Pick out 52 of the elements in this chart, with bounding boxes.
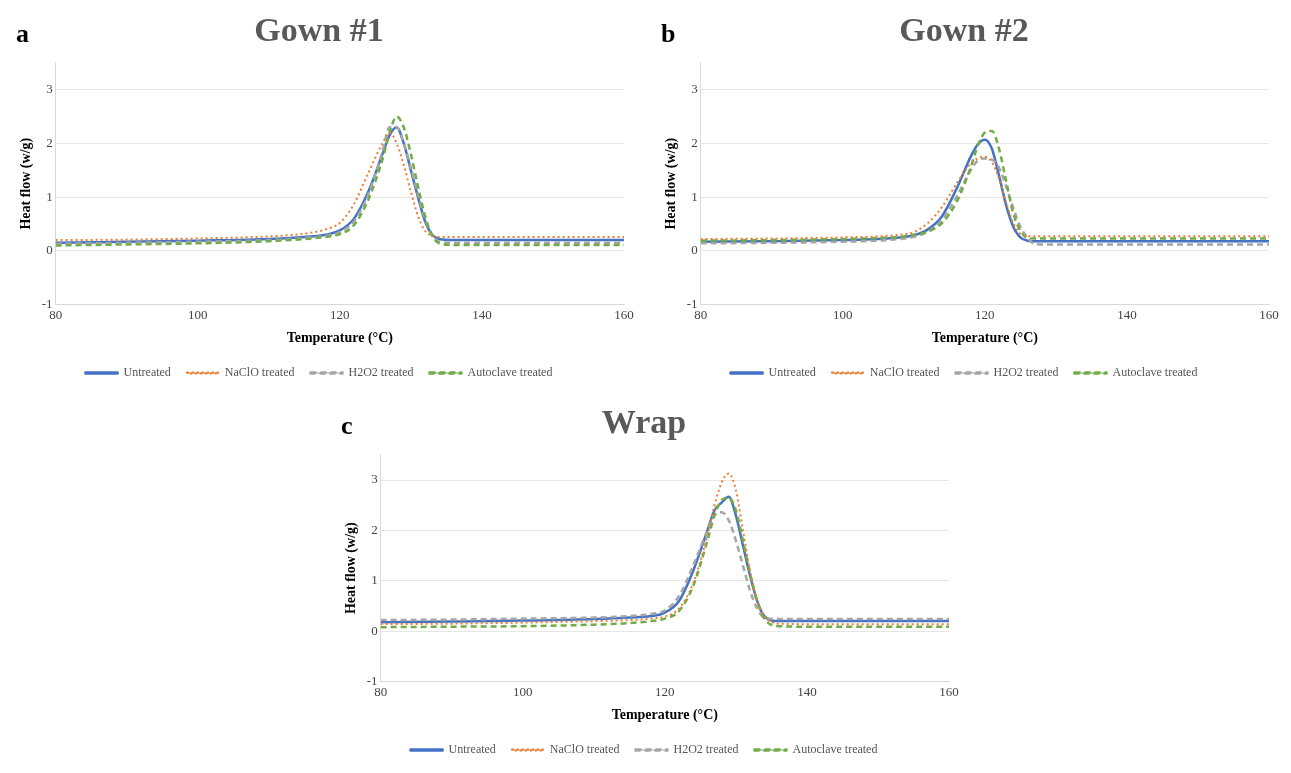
legend-label: Untreated — [448, 742, 496, 757]
legend-label: Autoclave treated — [1112, 365, 1198, 380]
legend-label: NaClO treated — [224, 365, 295, 380]
y-tick-label: 0 — [46, 242, 53, 258]
text: b — [661, 18, 676, 48]
legend-label: H2O2 treated — [673, 742, 739, 757]
x-tick-label: 160 — [1259, 306, 1279, 322]
y-tick-label: 0 — [691, 242, 698, 258]
y-tick-label: 2 — [691, 134, 698, 150]
text: c — [341, 410, 353, 440]
legend-label: NaClO treated — [549, 742, 620, 757]
x-tick-label: 120 — [655, 683, 675, 699]
y-tick-label: 3 — [371, 471, 378, 487]
y-tick-label: 3 — [691, 81, 698, 97]
y-tick-label: 2 — [371, 521, 378, 537]
line-series — [380, 472, 949, 626]
x-tick-label: 100 — [187, 306, 208, 322]
y-tick-label: 1 — [371, 572, 378, 588]
chart-title: Gown #1 — [254, 11, 384, 49]
y-tick-label: 2 — [46, 134, 53, 150]
x-axis-title: Temperature (°C) — [286, 330, 394, 347]
x-tick-label: 140 — [797, 683, 817, 699]
x-tick-label: 100 — [832, 306, 853, 322]
y-tick-label: 1 — [46, 188, 53, 204]
x-tick-label: 120 — [330, 306, 350, 322]
y-tick-label: -1 — [366, 673, 378, 689]
chart-title: Gown #2 — [899, 11, 1029, 49]
x-tick-label: 160 — [614, 306, 634, 322]
x-tick-label: 100 — [512, 683, 533, 699]
x-tick-label: 140 — [1117, 306, 1137, 322]
y-axis-title: Heat flow (w/g) — [663, 137, 680, 230]
y-axis-title: Heat flow (w/g) — [18, 137, 35, 230]
legend-label: Autoclave treated — [467, 365, 553, 380]
y-tick-label: 1 — [691, 188, 698, 204]
legend-label: NaClO treated — [869, 365, 940, 380]
x-axis-title: Temperature (°C) — [611, 707, 719, 724]
chart-title: Wrap — [601, 403, 687, 441]
legend-label: Autoclave treated — [792, 742, 878, 757]
legend-label: H2O2 treated — [993, 365, 1059, 380]
y-tick-label: 0 — [371, 622, 378, 638]
y-tick-label: 3 — [46, 81, 53, 97]
y-tick-label: -1 — [41, 296, 53, 312]
x-tick-label: 120 — [975, 306, 995, 322]
legend-label: H2O2 treated — [348, 365, 414, 380]
legend-label: Untreated — [123, 365, 171, 380]
x-tick-label: 160 — [939, 683, 959, 699]
x-tick-label: 140 — [472, 306, 492, 322]
y-tick-label: -1 — [686, 296, 698, 312]
y-axis-title: Heat flow (w/g) — [343, 521, 360, 615]
text: a — [16, 18, 29, 48]
legend-label: Untreated — [768, 365, 816, 380]
x-axis-title: Temperature (°C) — [931, 330, 1039, 347]
